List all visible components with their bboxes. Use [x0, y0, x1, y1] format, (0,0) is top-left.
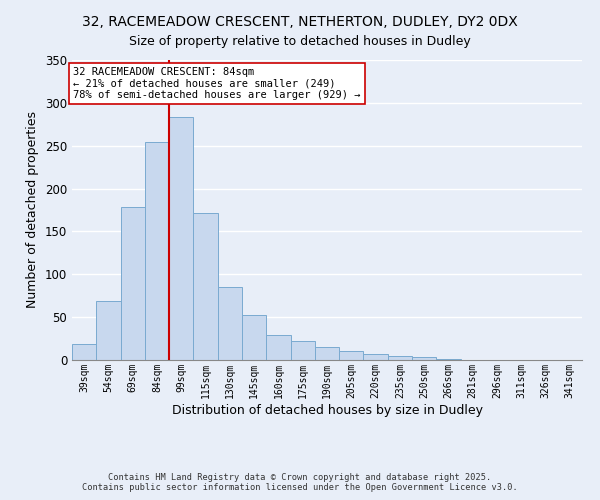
Text: Size of property relative to detached houses in Dudley: Size of property relative to detached ho…: [129, 35, 471, 48]
Bar: [218, 287, 242, 360]
Bar: [412, 356, 436, 360]
Bar: [193, 212, 218, 360]
Bar: [290, 341, 315, 360]
Bar: [339, 352, 364, 360]
Bar: [121, 208, 145, 360]
Y-axis label: Number of detached properties: Number of detached properties: [26, 112, 40, 308]
Bar: [169, 118, 193, 360]
Bar: [388, 356, 412, 360]
Text: 32 RACEMEADOW CRESCENT: 84sqm
← 21% of detached houses are smaller (249)
78% of : 32 RACEMEADOW CRESCENT: 84sqm ← 21% of d…: [73, 67, 361, 100]
Bar: [72, 344, 96, 360]
Bar: [96, 301, 121, 360]
Bar: [364, 354, 388, 360]
Text: Contains HM Land Registry data © Crown copyright and database right 2025.
Contai: Contains HM Land Registry data © Crown c…: [82, 473, 518, 492]
Bar: [242, 316, 266, 360]
Bar: [436, 359, 461, 360]
X-axis label: Distribution of detached houses by size in Dudley: Distribution of detached houses by size …: [172, 404, 482, 416]
Text: 32, RACEMEADOW CRESCENT, NETHERTON, DUDLEY, DY2 0DX: 32, RACEMEADOW CRESCENT, NETHERTON, DUDL…: [82, 15, 518, 29]
Bar: [266, 335, 290, 360]
Bar: [145, 142, 169, 360]
Bar: [315, 347, 339, 360]
